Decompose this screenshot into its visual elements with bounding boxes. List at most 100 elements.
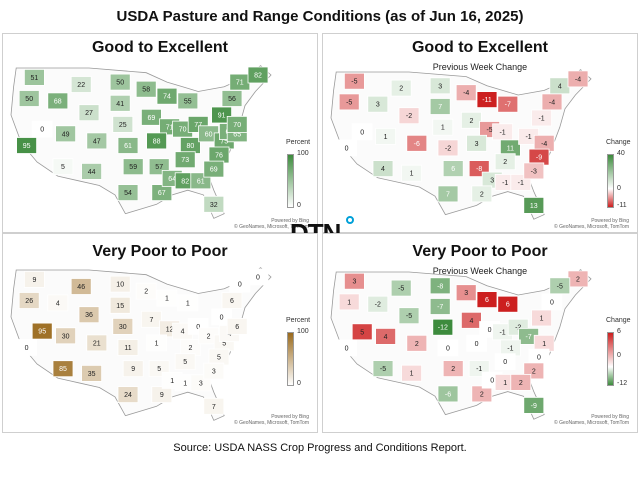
state-region-sd	[429, 98, 451, 115]
state-value-label-ne: 1	[441, 125, 445, 132]
state-value-label-ar: 5	[157, 366, 161, 373]
state-value-label-co: 2	[415, 341, 419, 348]
state-value-label-il: 12	[166, 326, 174, 333]
state-region-ia	[460, 111, 482, 129]
state-value-label-mo: 3	[475, 141, 479, 148]
state-value-label-nv: 5	[360, 329, 364, 336]
panel-title: Good to Excellent	[411, 39, 548, 56]
state-region-sd	[109, 94, 131, 112]
state-value-label-in: -1	[499, 329, 505, 336]
state-value-label-wi: 6	[485, 297, 489, 304]
us-map-very-poor-poor-change: 31-2-5-83662-50-5-7-1240-1-21-754200-110…	[330, 269, 592, 420]
state-region-fl	[523, 196, 545, 214]
state-region-wi	[156, 87, 178, 105]
state-value-label-me: 0	[256, 275, 260, 282]
state-region-pa	[531, 109, 553, 127]
state-region-mo	[466, 134, 488, 152]
state-value-label-ia: 4	[469, 318, 473, 325]
state-value-label-wi: 1	[165, 296, 169, 303]
panel-title: Very Poor to Poor	[412, 243, 548, 260]
state-region-la	[471, 385, 493, 403]
state-value-label-nm: 1	[410, 371, 414, 378]
state-value-label-mt: 22	[77, 82, 85, 89]
state-value-label-wi: -11	[482, 97, 492, 104]
state-value-label-ia: 69	[148, 115, 156, 122]
state-region-mi	[497, 295, 519, 313]
state-value-label-ks: 61	[124, 143, 132, 150]
state-value-label-nm: 1	[410, 171, 414, 178]
state-region-tx	[117, 184, 139, 202]
state-region-mn	[135, 80, 157, 98]
state-value-label-la: 9	[160, 392, 164, 399]
state-region-fl	[203, 397, 225, 415]
state-region-wi	[156, 289, 178, 307]
state-region-ia	[460, 311, 482, 329]
state-region-az	[372, 160, 394, 177]
state-value-label-co: 47	[93, 138, 101, 145]
state-value-label-vt: 4	[558, 83, 562, 90]
panel-subtitle: Previous Week Change	[432, 62, 528, 72]
state-value-label-wy: -2	[406, 113, 412, 120]
state-value-label-mi: 55	[184, 98, 192, 105]
state-value-label-ar: -8	[476, 166, 482, 173]
state-value-label-ok: 2	[451, 366, 455, 373]
state-value-label-me: 82	[254, 73, 262, 80]
state-value-label-nd: 10	[116, 282, 124, 289]
state-region-az	[372, 360, 394, 377]
state-value-label-co: -6	[414, 141, 420, 148]
state-value-label-ky: 2	[188, 345, 192, 352]
state-region-ne	[112, 318, 134, 335]
state-region-wi	[476, 291, 498, 308]
state-region-mt	[70, 278, 92, 295]
state-value-label-ny: -4	[549, 99, 555, 106]
state-region-or	[338, 293, 360, 311]
state-value-label-ms: 3	[490, 178, 494, 185]
state-value-label-nd: -8	[437, 283, 443, 290]
state-value-label-la: 67	[158, 190, 166, 197]
state-value-label-wa: 3	[352, 279, 356, 286]
state-region-ca	[336, 339, 358, 357]
state-value-label-tn: 73	[181, 157, 189, 164]
panel-title: Very Poor to Poor	[92, 243, 228, 260]
state-value-label-il: -5	[486, 127, 492, 134]
state-region-or	[338, 93, 360, 111]
state-value-label-az: -5	[380, 366, 386, 373]
state-value-label-al: 1	[183, 380, 187, 387]
state-value-label-va: 5	[222, 340, 226, 347]
state-value-label-ut: 1	[384, 134, 388, 141]
state-value-label-wy: 36	[85, 312, 93, 319]
legend-max-label: 100	[297, 328, 309, 335]
legend-color-bar	[607, 332, 614, 386]
state-region-ia	[140, 310, 162, 328]
state-region-sd	[429, 298, 451, 315]
state-value-label-ne: -12	[438, 325, 448, 332]
state-value-label-wi: 74	[163, 94, 171, 101]
state-value-label-va: 1	[542, 341, 546, 348]
state-value-label-mn: 2	[144, 289, 148, 296]
state-value-label-oh: 77	[194, 122, 202, 129]
state-value-label-az: 5	[61, 164, 65, 171]
state-value-label-fl: 7	[212, 404, 216, 411]
state-value-label-ky: 11	[507, 145, 514, 152]
state-value-label-ms: 1	[170, 378, 174, 385]
legend-mid-label: 0	[617, 352, 621, 359]
state-value-label-ks: -2	[445, 145, 451, 152]
state-region-mt	[70, 76, 92, 93]
state-region-id	[47, 92, 69, 110]
state-value-label-ms: 0	[490, 378, 494, 385]
state-value-label-mn: 3	[464, 290, 468, 297]
legend-color-bar	[287, 154, 294, 208]
state-value-label-az: 85	[59, 366, 67, 373]
state-value-label-nv: 0	[40, 127, 44, 134]
state-value-label-mn: 58	[142, 87, 150, 94]
state-value-label-vt: 0	[238, 282, 242, 289]
state-region-pa	[211, 308, 233, 326]
state-region-ca	[16, 137, 38, 154]
state-region-tn	[174, 353, 196, 371]
state-region-ut	[375, 328, 396, 345]
state-value-label-mt: 46	[77, 284, 85, 291]
state-region-tn	[494, 353, 516, 371]
us-map-very-poor-poor: 9264461021100603615712409530302111122546…	[10, 267, 272, 421]
map-credit: Powered by Bing © GeoNames, Microsoft, To…	[554, 414, 629, 426]
source-note: Source: USDA NASS Crop Progress and Cond…	[173, 442, 467, 454]
